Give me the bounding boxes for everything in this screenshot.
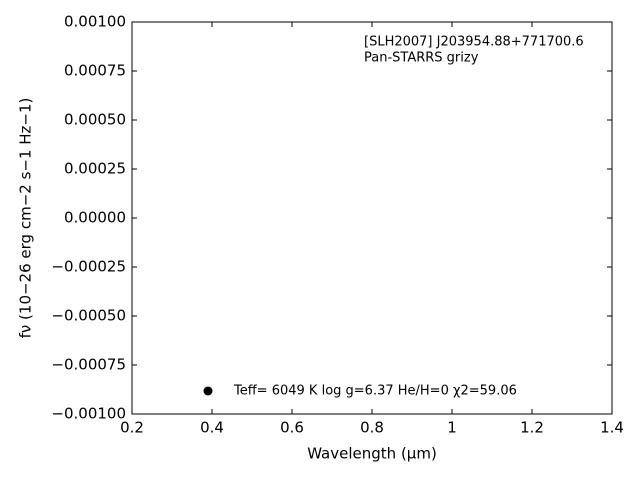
- legend-marker: [203, 386, 213, 396]
- y-tick-label: −0.00075: [51, 356, 126, 374]
- x-tick-label: 0.8: [360, 419, 384, 437]
- x-tick-label: 1.4: [600, 419, 624, 437]
- x-tick-label: 1.2: [520, 419, 544, 437]
- y-tick-label: 0.00000: [64, 209, 126, 227]
- y-tick-label: 0.00025: [64, 160, 126, 178]
- legend-label: Teff= 6049 K log g=6.37 He/H=0 χ2=59.06: [233, 384, 517, 399]
- y-tick-label: 0.00075: [64, 62, 126, 80]
- x-tick-label: 0.4: [200, 419, 224, 437]
- x-tick-label: 0.2: [120, 419, 144, 437]
- plot-frame: [131, 21, 613, 415]
- y-tick-label: −0.00100: [51, 405, 126, 423]
- y-tick-label: −0.00050: [51, 307, 126, 325]
- y-tick-label: −0.00025: [51, 258, 126, 276]
- y-tick-label: 0.00050: [64, 111, 126, 129]
- y-axis-label: fν (10−26 erg cm−2 s−1 Hz−1): [17, 98, 35, 339]
- x-axis-label: Wavelength (μm): [307, 445, 437, 463]
- x-tick-label: 0.6: [280, 419, 304, 437]
- annotation: Pan-STARRS grizy: [364, 51, 479, 66]
- x-tick-label: 1: [447, 419, 457, 437]
- annotation: [SLH2007] J203954.88+771700.6: [364, 35, 584, 50]
- y-tick-label: 0.00100: [64, 13, 126, 31]
